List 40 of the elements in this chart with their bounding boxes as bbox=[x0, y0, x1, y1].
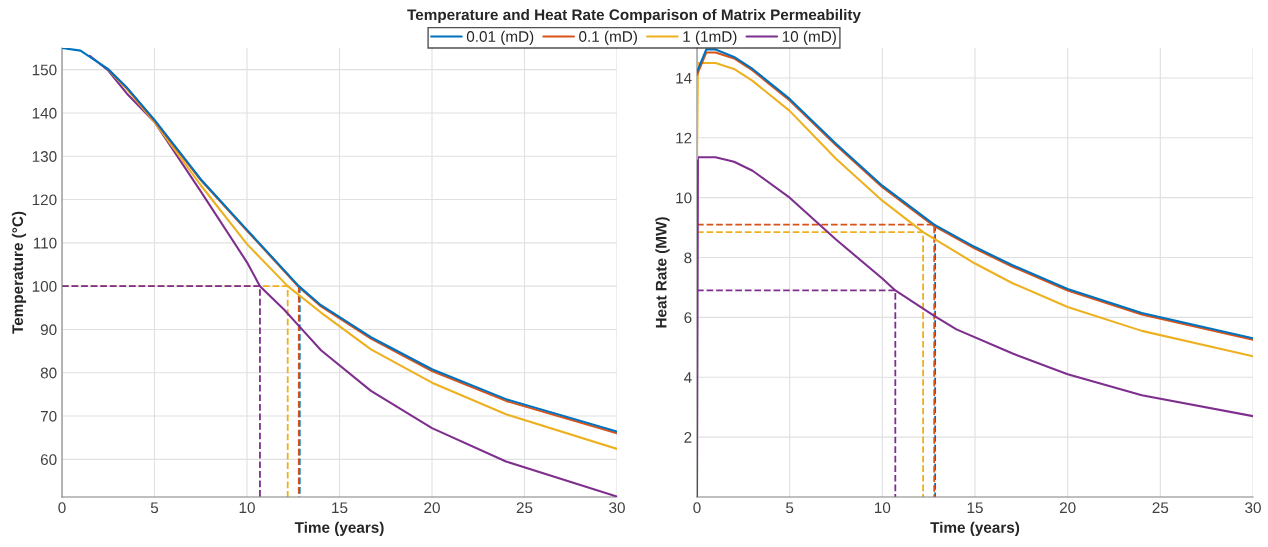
legend-label: 0.1 (mD) bbox=[579, 30, 637, 45]
x-tick-label: 5 bbox=[150, 502, 159, 514]
y-tick-label: 12 bbox=[676, 132, 692, 144]
y-tick-label: 4 bbox=[683, 372, 692, 383]
y-tick-label: 150 bbox=[32, 64, 57, 76]
x-tick-label: 5 bbox=[786, 502, 794, 514]
y-tick-label: 80 bbox=[40, 367, 57, 379]
y-tick-label: 10 bbox=[676, 192, 692, 204]
y-tick-label: 100 bbox=[32, 281, 57, 292]
y-tick-label: 2 bbox=[684, 432, 692, 443]
y-tick-label: 120 bbox=[32, 194, 57, 206]
y-tick-label: 60 bbox=[40, 454, 57, 466]
x-tick-label: 30 bbox=[1245, 502, 1261, 514]
y-tick-label: 90 bbox=[40, 324, 57, 336]
legend-label: 0.01 (mD) bbox=[466, 30, 534, 45]
legend-label: 1 (1mD) bbox=[683, 30, 737, 45]
y-tick-label: 70 bbox=[40, 410, 57, 422]
x-tick-label: 25 bbox=[1152, 502, 1169, 514]
x-tick-label: 30 bbox=[609, 502, 625, 514]
y-axis-title: Temperature (°C) bbox=[11, 211, 27, 334]
legend-label: 10 (mD) bbox=[782, 30, 836, 45]
x-tick-label: 15 bbox=[332, 502, 348, 514]
x-tick-label: 15 bbox=[967, 502, 983, 514]
y-tick-label: 6 bbox=[684, 312, 692, 324]
x-tick-label: 10 bbox=[239, 502, 255, 514]
x-tick-label: 0 bbox=[58, 502, 66, 514]
x-tick-label: 20 bbox=[424, 502, 440, 514]
x-axis-title: Time (years) bbox=[930, 521, 1020, 536]
y-tick-label: 130 bbox=[32, 151, 57, 162]
x-tick-label: 0 bbox=[693, 502, 701, 514]
y-axis-title: Heat Rate (MW) bbox=[655, 217, 670, 328]
y-tick-label: 110 bbox=[33, 237, 57, 249]
x-tick-label: 25 bbox=[516, 502, 533, 514]
chart-title: Temperature and Heat Rate Comparison of Matrix Permeability bbox=[407, 8, 861, 24]
x-tick-label: 20 bbox=[1059, 502, 1076, 514]
y-tick-label: 14 bbox=[676, 72, 692, 84]
y-tick-label: 8 bbox=[684, 252, 692, 264]
y-tick-label: 140 bbox=[32, 107, 57, 119]
x-axis-title: Time (years) bbox=[294, 521, 384, 536]
x-tick-label: 10 bbox=[875, 502, 891, 514]
